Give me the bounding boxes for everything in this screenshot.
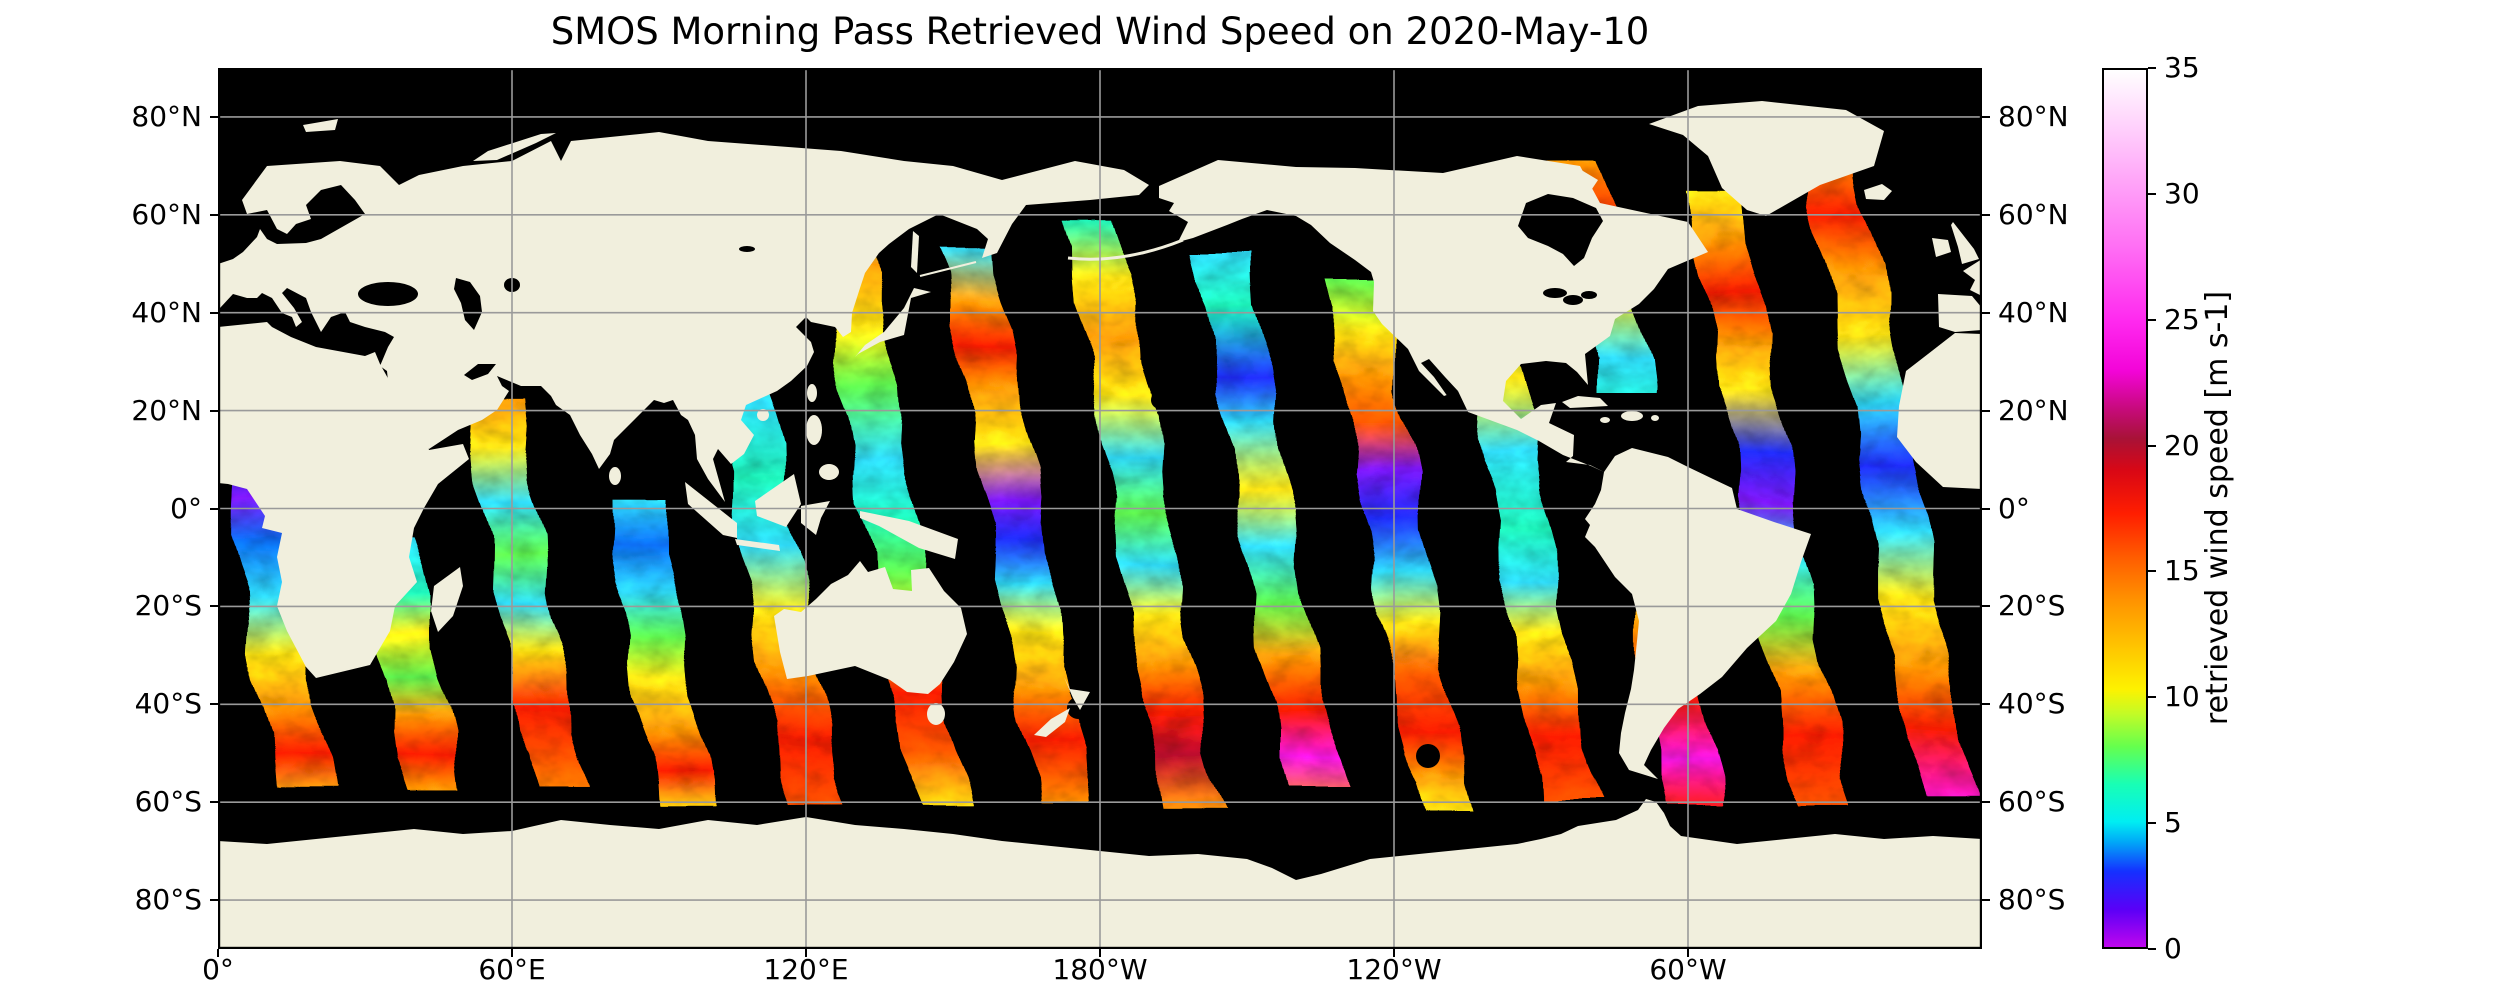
colorbar-tick [2148, 696, 2156, 699]
y-tick-label-right: 60°S [1998, 785, 2066, 819]
y-tick-right [1982, 213, 1990, 216]
y-tick-label-left: 80°N [131, 99, 202, 133]
y-tick-label-right: 60°N [1998, 197, 2069, 231]
y-tick-label-left: 20°N [131, 393, 202, 427]
y-tick-left [210, 507, 218, 510]
x-tick-label: 60°E [478, 953, 546, 986]
x-tick-label: 0° [202, 953, 234, 986]
colorbar-tick [2148, 67, 2156, 69]
y-tick-right [1982, 703, 1990, 706]
y-tick-right [1982, 115, 1990, 118]
y-tick-left [210, 409, 218, 412]
y-tick-right [1982, 899, 1990, 902]
y-tick-label-left: 40°S [134, 687, 202, 721]
plot-title: SMOS Morning Pass Retrieved Wind Speed o… [550, 10, 1650, 53]
y-tick-right [1982, 605, 1990, 608]
colorbar-tick-label: 15 [2164, 554, 2200, 588]
y-tick-right [1982, 311, 1990, 314]
y-tick-right [1982, 507, 1990, 510]
x-tick [805, 949, 807, 957]
y-tick-label-right: 0° [1998, 491, 2030, 525]
x-tick-label: 180°W [1052, 953, 1148, 986]
y-tick-left [210, 801, 218, 804]
colorbar-tick [2148, 444, 2156, 447]
y-tick-left [210, 703, 218, 706]
colorbar [2102, 68, 2148, 949]
x-tick [511, 949, 513, 957]
colorbar-tick-label: 25 [2164, 302, 2200, 336]
y-tick-right [1982, 409, 1990, 412]
map-frame [218, 68, 1982, 949]
world-map-plot-area [218, 68, 1982, 949]
swath-band [1190, 254, 1349, 786]
colorbar-tick-label: 35 [2164, 51, 2200, 84]
x-tick-label: 60°W [1649, 953, 1727, 986]
colorbar-tick-label: 20 [2164, 428, 2200, 462]
swath-band [611, 498, 716, 807]
y-tick-right [1982, 801, 1990, 804]
swath-band [1686, 190, 1851, 807]
y-tick-label-left: 60°N [131, 197, 202, 231]
colorbar-tick-label: 5 [2164, 806, 2182, 840]
swath-band [940, 244, 1092, 805]
colorbar-tick [2148, 570, 2156, 573]
graticule [218, 68, 1982, 949]
y-tick-label-left: 40°N [131, 295, 202, 329]
colorbar-axis-label: retrieved wind speed [m s-1] [2200, 290, 2235, 726]
x-tick [1687, 949, 1689, 957]
y-tick-left [210, 115, 218, 118]
x-tick [1393, 949, 1395, 957]
y-tick-label-right: 20°S [1998, 589, 2066, 623]
swath-band [1328, 278, 1472, 811]
y-tick-label-left: 80°S [134, 883, 202, 917]
colorbar-tick-label: 10 [2164, 680, 2200, 714]
x-tick [1099, 949, 1101, 957]
y-tick-label-left: 0° [170, 491, 202, 525]
colorbar-tick-label: 0 [2164, 932, 2182, 965]
y-tick-label-right: 40°S [1998, 687, 2066, 721]
y-tick-left [210, 213, 218, 216]
colorbar-tick [2148, 948, 2156, 950]
y-tick-left [210, 899, 218, 902]
swath-band [1454, 298, 1604, 802]
colorbar-tick-label: 30 [2164, 176, 2200, 210]
colorbar-tick [2148, 318, 2156, 321]
y-tick-label-right: 40°N [1998, 295, 2069, 329]
y-tick-left [210, 605, 218, 608]
x-tick-label: 120°W [1346, 953, 1442, 986]
colorbar-tick [2148, 192, 2156, 195]
y-tick-label-left: 20°S [134, 589, 202, 623]
x-tick-label: 120°E [763, 953, 849, 986]
y-tick-label-right: 20°N [1998, 393, 2069, 427]
y-tick-label-right: 80°S [1998, 883, 2066, 917]
y-tick-label-left: 60°S [134, 785, 202, 819]
y-tick-left [210, 311, 218, 314]
swath-band [469, 395, 592, 788]
colorbar-tick [2148, 822, 2156, 825]
x-tick [217, 949, 219, 957]
y-tick-label-right: 80°N [1998, 99, 2069, 133]
swath-band [225, 454, 340, 791]
swath-band [1062, 219, 1227, 808]
